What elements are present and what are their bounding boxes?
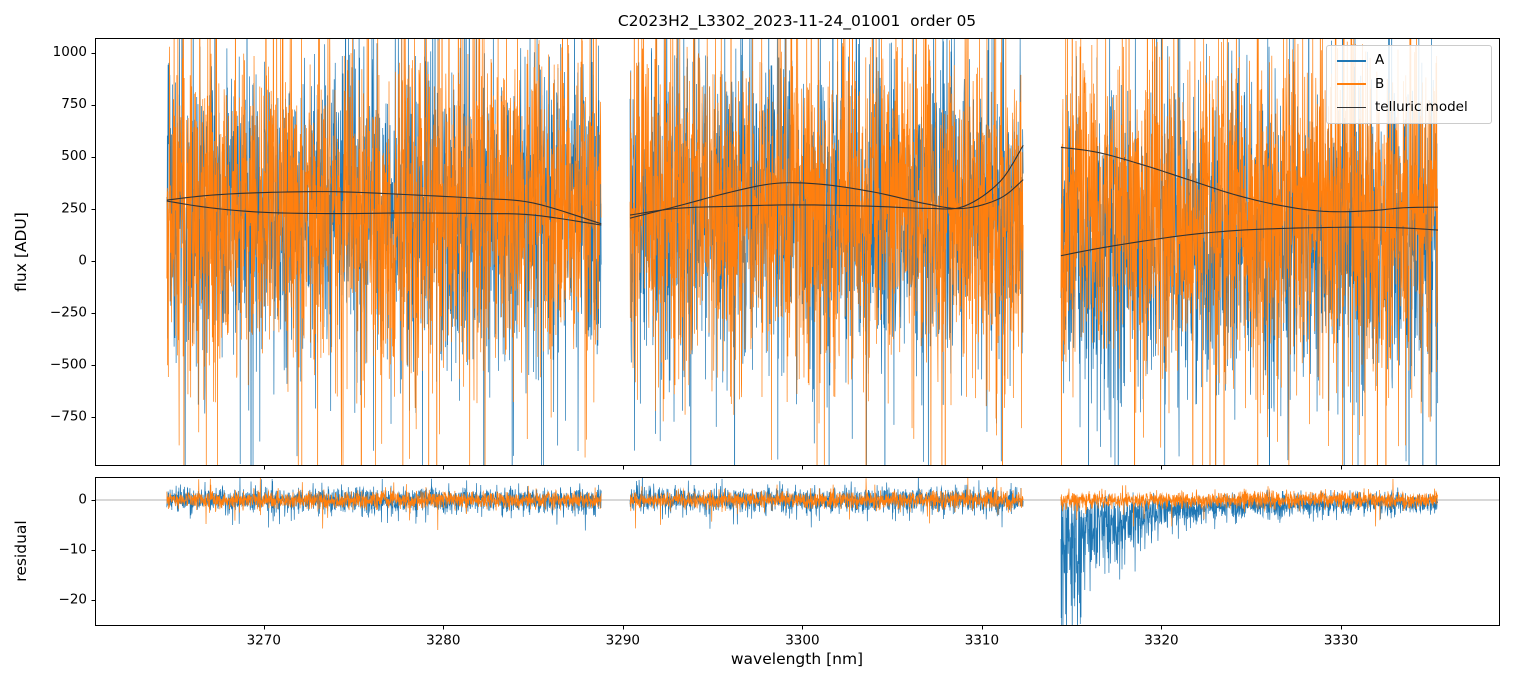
chart-title: C2023H2_L3302_2023-11-24_01001 order 05 bbox=[617, 12, 977, 30]
legend-label-telluric: telluric model bbox=[1375, 99, 1468, 115]
legend-label-a: A bbox=[1375, 52, 1385, 68]
flux-y-axis-label: flux [ADU] bbox=[12, 212, 30, 292]
residual-y-axis-label: residual bbox=[12, 520, 30, 582]
legend-item-b: B bbox=[1337, 75, 1481, 92]
legend: A B telluric model bbox=[1326, 45, 1492, 124]
legend-line-telluric-icon bbox=[1337, 107, 1366, 109]
legend-item-a: A bbox=[1337, 52, 1481, 68]
wavelength-x-axis-label: wavelength [nm] bbox=[730, 650, 864, 668]
legend-line-a-icon bbox=[1337, 59, 1366, 62]
legend-item-telluric-model: telluric model bbox=[1337, 99, 1481, 115]
legend-label-b: B bbox=[1375, 75, 1385, 92]
legend-line-b-icon bbox=[1337, 83, 1366, 86]
